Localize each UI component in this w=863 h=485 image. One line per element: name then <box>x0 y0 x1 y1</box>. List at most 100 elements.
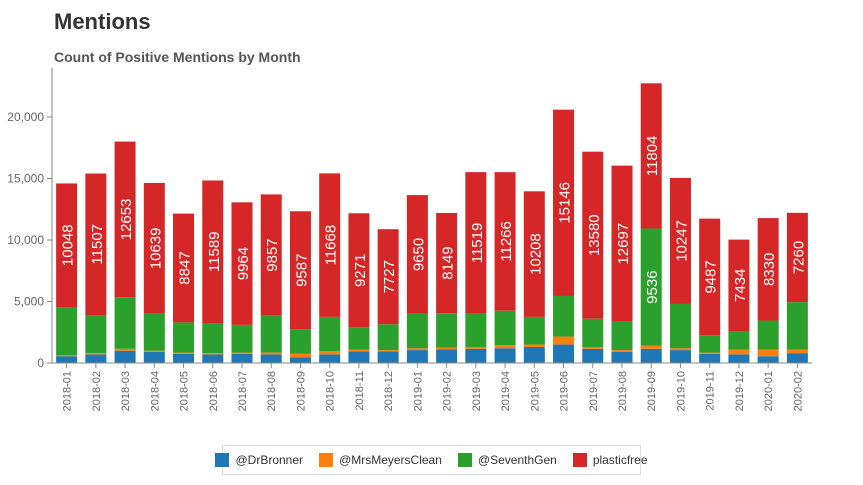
bar-segment <box>523 347 545 363</box>
bar-segment <box>406 350 428 363</box>
bar-segment <box>523 344 545 348</box>
bar-segment <box>436 349 458 363</box>
legend-label: @SeventhGen <box>477 453 557 467</box>
bar-segment <box>553 295 575 337</box>
bar-segment <box>260 315 282 353</box>
x-tick-label: 2019-11 <box>705 371 717 411</box>
bar-segment <box>553 336 575 345</box>
bar-segment <box>553 344 575 363</box>
legend-item[interactable]: @SeventhGen <box>457 453 557 467</box>
bar-segment <box>202 354 224 363</box>
bar-segment <box>611 321 633 351</box>
bar-segment <box>143 313 165 351</box>
x-tick-label: 2018-02 <box>91 371 103 411</box>
bar-segment <box>85 173 107 316</box>
bar-segment <box>436 212 458 314</box>
bar-segment <box>728 331 750 350</box>
bar-segment <box>319 354 341 363</box>
data-label: 8149 <box>440 246 457 279</box>
bar-segment <box>231 353 253 363</box>
bar-segment <box>553 109 575 296</box>
x-tick-label: 2019-03 <box>471 371 483 411</box>
x-tick-label: 2018-07 <box>237 371 249 411</box>
x-tick-label: 2019-02 <box>442 371 454 411</box>
bar-segment <box>669 350 691 363</box>
x-tick-label: 2019-08 <box>617 371 629 411</box>
data-label: 13580 <box>586 214 603 256</box>
data-label: 10208 <box>527 233 544 275</box>
legend-label: plasticfree <box>592 453 648 467</box>
data-label: 7727 <box>381 260 398 293</box>
legend-item[interactable]: plasticfree <box>572 453 648 467</box>
x-tick-label: 2019-09 <box>646 371 658 411</box>
bar-segment <box>611 165 633 322</box>
bar-segment <box>56 356 78 363</box>
data-label: 10048 <box>60 224 77 266</box>
legend-swatch <box>215 453 230 467</box>
bar-segment <box>143 350 165 352</box>
bar-segment <box>377 351 399 363</box>
bar-segment <box>757 218 779 321</box>
bar-segment <box>669 177 691 304</box>
bar-segment <box>728 239 750 332</box>
legend-swatch <box>457 453 472 467</box>
bar-segment <box>582 151 604 319</box>
bar-segment <box>348 349 370 352</box>
bar-segment <box>289 211 311 330</box>
bar-segment <box>231 352 253 354</box>
bar-segment <box>669 348 691 351</box>
x-tick-label: 2018-04 <box>149 371 161 411</box>
bar-segment <box>786 212 808 303</box>
data-label: 15146 <box>557 182 574 224</box>
data-label: 9487 <box>703 260 720 293</box>
bar-segment <box>436 313 458 348</box>
data-label: 9857 <box>264 238 281 271</box>
bar-segment <box>377 350 399 352</box>
x-tick-label: 2019-06 <box>559 371 571 411</box>
bar-segment <box>757 356 779 363</box>
data-label: 8847 <box>177 251 194 284</box>
bar-segment <box>640 348 662 363</box>
data-label: 11668 <box>323 225 340 266</box>
data-label: 12653 <box>118 199 135 241</box>
bar-segment <box>465 172 487 314</box>
bar-segment <box>231 324 253 353</box>
bar-segment <box>377 229 399 325</box>
x-tick-label: 2018-05 <box>179 371 191 411</box>
bar-segment <box>582 347 604 349</box>
bar-segment <box>377 324 399 351</box>
bar-segment <box>786 349 808 354</box>
x-tick-label: 2020-01 <box>763 371 775 411</box>
bar-segment <box>260 354 282 363</box>
legend-item[interactable]: @DrBronner <box>215 453 303 467</box>
bar-segment <box>289 329 311 354</box>
x-tick-label: 2018-12 <box>383 371 395 411</box>
bar-segment <box>523 191 545 317</box>
bar-segment <box>289 357 311 363</box>
bar-segment <box>143 351 165 363</box>
data-label: 10639 <box>147 228 164 270</box>
data-label: 12697 <box>615 223 632 265</box>
legend-item[interactable]: @MrsMeyersClean <box>319 453 442 467</box>
bar-segment <box>786 302 808 350</box>
x-tick-label: 2018-11 <box>354 371 366 411</box>
bar-segment <box>348 351 370 363</box>
bar-segment <box>406 313 428 349</box>
data-label: 8330 <box>761 253 778 286</box>
chart-legend: @DrBronner @MrsMeyersClean @SeventhGen plas… <box>215 445 648 475</box>
bar-segment <box>319 351 341 355</box>
bar-segment <box>173 322 195 353</box>
bar-segment <box>494 310 516 346</box>
y-tick-label: 15,000 <box>7 172 44 186</box>
bar-segment <box>173 353 195 363</box>
bar-segment <box>319 316 341 352</box>
bar-segment <box>202 323 224 354</box>
x-tick-label: 2019-01 <box>412 371 424 411</box>
bar-segment <box>289 353 311 358</box>
bar-segment <box>85 354 107 363</box>
bar-segment <box>406 195 428 314</box>
x-tick-label: 2019-10 <box>675 371 687 411</box>
bar-segment <box>406 348 428 351</box>
bar-segment <box>699 353 721 363</box>
x-tick-label: 2018-01 <box>62 371 74 411</box>
